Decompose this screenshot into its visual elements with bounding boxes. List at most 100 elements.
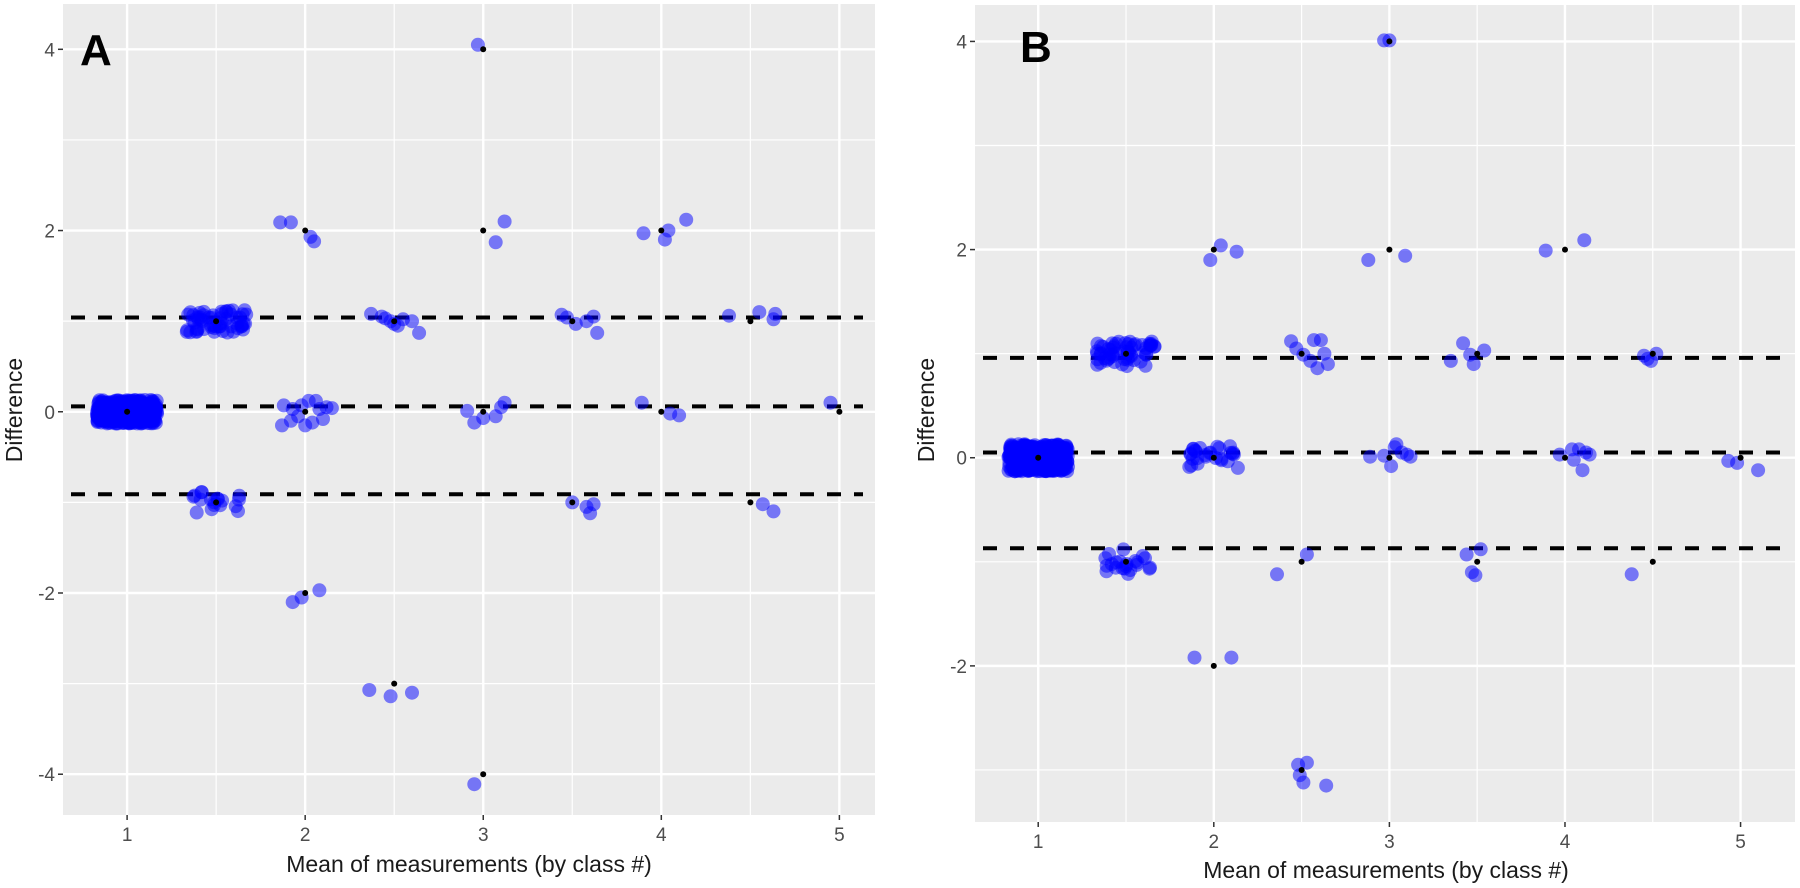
class-point: [1123, 350, 1129, 357]
panel-a: 1 2 3 4 5 -4 -2 0 2 4 Mean of measurements (by c…: [1, 4, 875, 877]
data-point: [1270, 567, 1284, 582]
data-point: [1296, 775, 1311, 790]
data-point: [96, 397, 111, 412]
data-point: [405, 314, 419, 329]
data-point: [1030, 444, 1045, 459]
class-point: [836, 408, 843, 415]
class-point: [480, 408, 487, 415]
panel-a-y-ticks: -4 -2 0 2 4: [38, 40, 63, 786]
data-point: [1565, 442, 1579, 457]
data-point: [189, 505, 204, 520]
y-tick-label: 4: [956, 32, 967, 53]
class-point: [569, 318, 576, 325]
data-point: [236, 322, 250, 337]
class-point: [1474, 350, 1481, 357]
x-tick-label: 4: [1560, 832, 1571, 853]
data-point: [1320, 357, 1335, 372]
y-tick-label: 0: [44, 403, 55, 424]
class-point: [1474, 558, 1481, 565]
x-tick-label: 5: [834, 825, 845, 846]
panel-a-mean-points: [124, 46, 843, 778]
data-point: [405, 685, 419, 700]
data-point: [1135, 338, 1150, 352]
x-tick-label: 1: [1033, 832, 1044, 853]
data-point: [1229, 244, 1244, 259]
data-point: [657, 232, 672, 247]
data-point: [1037, 459, 1052, 474]
class-point: [658, 227, 665, 234]
data-point: [634, 395, 649, 410]
x-tick-label: 2: [1209, 832, 1220, 853]
class-point: [213, 318, 220, 325]
data-point: [590, 325, 605, 340]
class-point: [480, 46, 487, 53]
class-point: [1298, 767, 1305, 773]
data-point: [1104, 557, 1119, 572]
data-point: [1109, 346, 1124, 361]
y-tick-label: -2: [950, 657, 967, 678]
data-point: [273, 215, 288, 230]
data-point: [752, 305, 767, 320]
panel-b-y-axis-title: Difference: [913, 358, 939, 462]
y-tick-label: -2: [38, 584, 55, 605]
y-tick-label: 0: [956, 449, 967, 470]
data-point: [1538, 243, 1553, 258]
class-point: [658, 408, 665, 415]
x-tick-label: 2: [300, 825, 311, 846]
data-point: [1313, 333, 1328, 348]
data-point: [1403, 449, 1418, 464]
panel-a-x-ticks: 1 2 3 4 5: [122, 815, 845, 846]
x-tick-label: 3: [1384, 832, 1395, 853]
data-point: [1398, 248, 1413, 263]
class-point: [391, 318, 398, 325]
class-point: [1123, 558, 1129, 565]
data-point: [1138, 551, 1152, 566]
data-point: [1213, 238, 1228, 253]
data-point: [1109, 336, 1123, 351]
data-point: [672, 408, 687, 423]
class-point: [1210, 662, 1217, 669]
data-point: [378, 311, 393, 326]
class-point: [1649, 350, 1656, 357]
data-point: [1566, 452, 1581, 467]
data-point: [1090, 336, 1105, 351]
data-point: [362, 683, 377, 697]
class-point: [213, 499, 220, 506]
class-point: [1298, 558, 1305, 565]
class-point: [1562, 246, 1568, 253]
class-point: [302, 408, 309, 415]
y-tick-label: 2: [44, 222, 55, 243]
data-point: [1463, 347, 1478, 362]
data-point: [1138, 358, 1153, 373]
class-point: [391, 680, 398, 687]
data-point: [412, 325, 427, 340]
data-point: [766, 312, 781, 327]
y-tick-label: -4: [38, 765, 55, 786]
panel-a-y-axis-title: Difference: [1, 358, 27, 462]
data-point: [497, 395, 512, 410]
class-point: [480, 227, 487, 234]
data-point: [383, 689, 398, 704]
data-point: [1443, 353, 1458, 368]
data-point: [1142, 561, 1157, 576]
panel-b: 1 2 3 4 5 -2 0 2 4 Mean of measurements (by cla…: [913, 5, 1795, 883]
class-point: [1386, 38, 1393, 45]
data-point: [1188, 443, 1203, 458]
data-point: [1220, 454, 1235, 469]
data-point: [316, 412, 330, 426]
data-point: [312, 583, 327, 598]
data-point: [1468, 568, 1483, 583]
data-point: [131, 410, 146, 425]
data-point: [118, 411, 133, 426]
x-tick-label: 1: [122, 825, 133, 846]
data-point: [1299, 755, 1314, 770]
y-tick-label: 2: [956, 241, 967, 262]
data-point: [823, 395, 838, 410]
data-point: [283, 215, 298, 230]
data-point: [467, 777, 482, 792]
data-point: [1389, 437, 1404, 452]
data-point: [1456, 336, 1471, 351]
data-point: [1023, 463, 1038, 478]
data-point: [586, 309, 601, 324]
data-point: [1119, 359, 1134, 374]
